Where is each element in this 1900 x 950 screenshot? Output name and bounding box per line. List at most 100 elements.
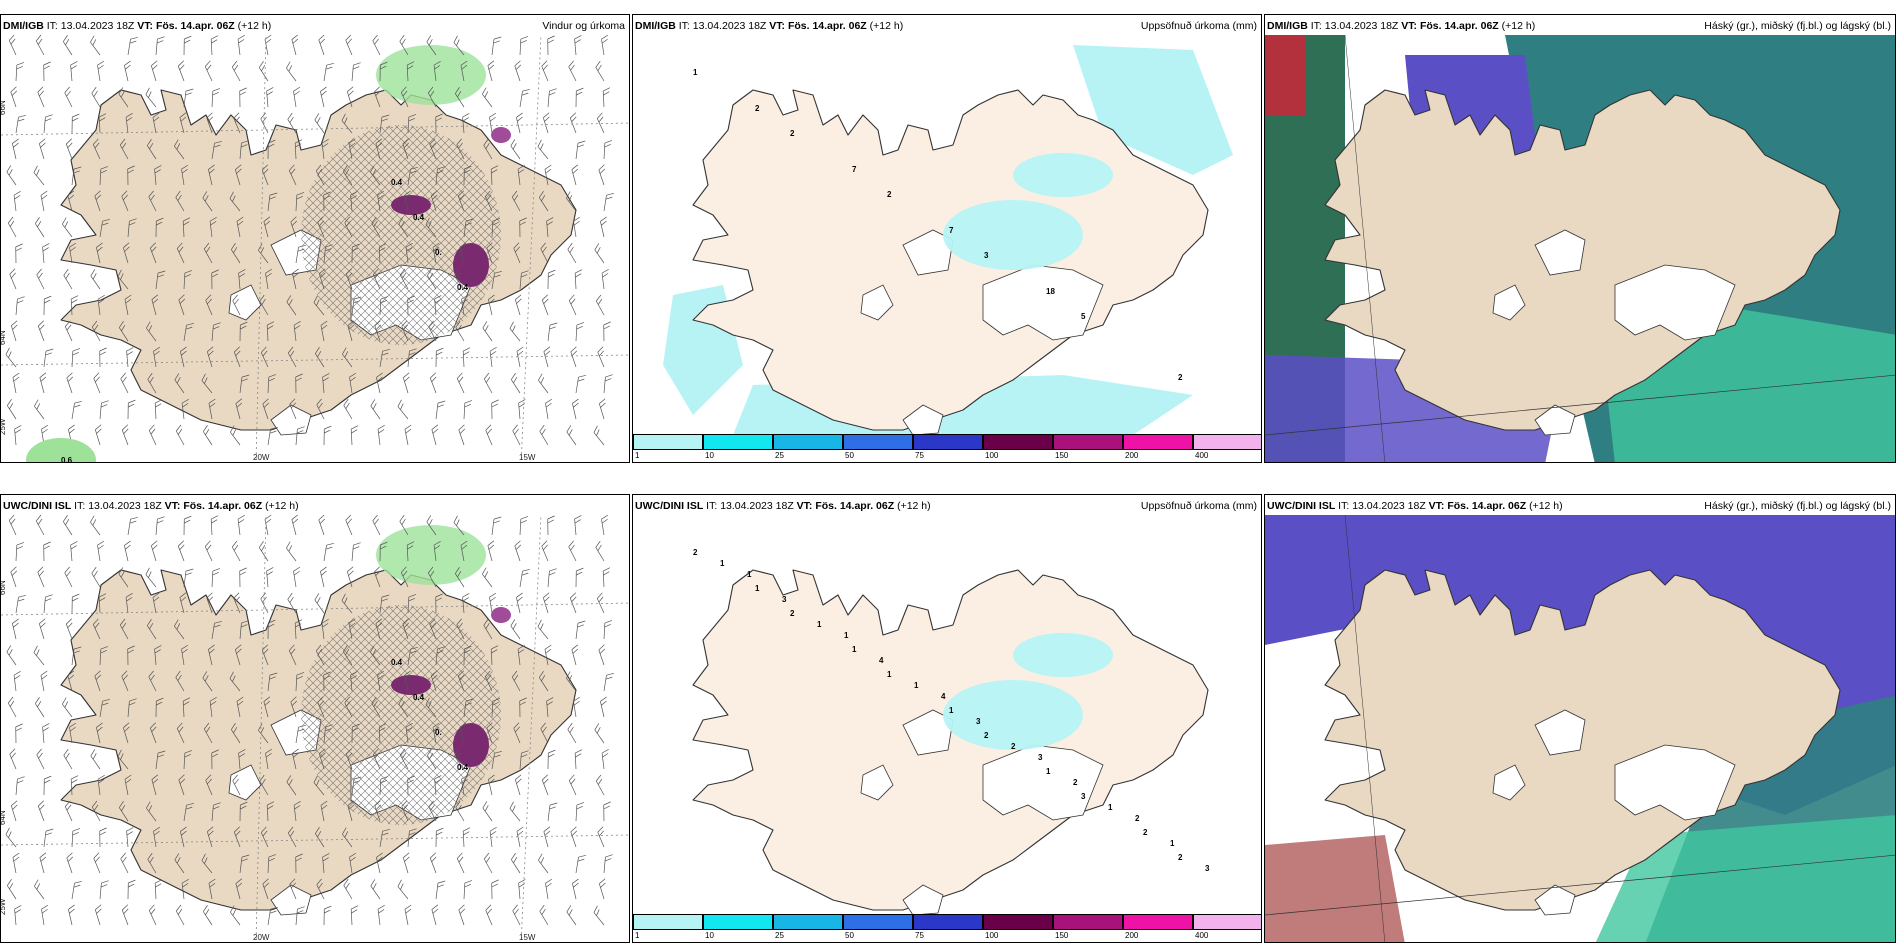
wind-barb-icon	[36, 268, 45, 290]
lead-time: (+12 h)	[897, 500, 931, 512]
vt-label: VT:	[796, 500, 813, 512]
wind-barb-icon	[97, 294, 105, 316]
wind-barb-icon	[598, 644, 606, 666]
wind-barb-icon	[71, 593, 80, 614]
wind-barb-icon	[595, 294, 605, 316]
wind-barb-icon	[538, 671, 549, 692]
panel-header: UWC/DINI ISL IT: 13.04.2023 18Z VT: Fös.…	[3, 499, 625, 513]
wind-barb-icon	[314, 347, 325, 368]
wind-barb-icon	[179, 112, 187, 134]
valid-time: Fös. 14.apr. 06Z	[815, 500, 895, 512]
wind-barb-icon	[120, 852, 129, 874]
wind-barb-icon	[426, 515, 437, 536]
panel-accum-precip-dmi: DMI/IGB IT: 13.04.2023 18Z VT: Fös. 14.a…	[632, 14, 1262, 463]
panel-header: DMI/IGB IT: 13.04.2023 18Z VT: Fös. 14.a…	[635, 19, 1257, 33]
wind-barb-icon	[458, 904, 466, 926]
wind-barb-icon	[262, 398, 270, 420]
wind-barb-icon	[93, 852, 101, 874]
wind-barb-icon	[566, 671, 577, 692]
wind-barb-icon	[601, 268, 609, 290]
wind-barb-icon	[266, 567, 274, 588]
wind-barb-icon	[372, 35, 381, 56]
wind-barb-icon	[509, 321, 521, 342]
wind-barb-icon	[491, 698, 501, 718]
wind-barb-icon	[118, 87, 129, 108]
wind-barb-icon	[377, 670, 385, 692]
wind-barb-icon	[491, 36, 502, 56]
wind-barb-icon	[568, 294, 577, 316]
axis-label: 15W	[519, 933, 536, 942]
precip-contour-label: 3	[1081, 792, 1086, 801]
wind-barb-icon	[99, 827, 107, 848]
wind-barb-icon	[566, 425, 577, 446]
wind-barb-icon	[267, 426, 278, 446]
wind-barb-icon	[202, 425, 213, 446]
wind-barb-icon	[404, 904, 412, 926]
wind-barb-icon	[517, 164, 525, 186]
wind-barb-icon	[148, 190, 157, 212]
precip-area	[943, 680, 1083, 750]
wind-barb-icon	[66, 852, 74, 874]
wind-barb-icon	[455, 800, 465, 822]
wind-barb-icon	[267, 192, 278, 212]
panel-header: DMI/IGB IT: 13.04.2023 18Z VT: Fös. 14.a…	[1267, 19, 1891, 33]
wind-barb-icon	[232, 294, 241, 316]
map-clouds	[1265, 515, 1895, 942]
wind-barb-icon	[595, 774, 605, 796]
precip-contour-label: 1	[720, 559, 725, 568]
colorbar: 1 10 25 50 75 100 150 200 400	[633, 914, 1261, 942]
iceland-landmass	[1324, 569, 1841, 911]
wind-barb-icon	[574, 749, 583, 770]
colorbar-tick-label: 200	[1125, 931, 1139, 940]
wind-barb-icon	[344, 696, 353, 718]
wind-barb-icon	[293, 800, 301, 822]
wind-barb-icon	[154, 165, 162, 186]
wind-barb-icon	[150, 540, 158, 562]
wind-barb-icon	[64, 800, 73, 822]
wind-barb-icon	[377, 904, 385, 926]
wind-barb-icon	[151, 294, 159, 316]
wind-barb-icon	[7, 216, 17, 238]
wind-barb-icon	[428, 800, 437, 822]
colorbar-tick-label: 150	[1055, 931, 1069, 940]
wind-barb-icon	[267, 854, 277, 874]
wind-barb-icon	[321, 138, 329, 160]
precip-contour-label: 0.4	[413, 693, 425, 702]
wind-barb-icon	[294, 619, 303, 640]
latitude-line	[1, 602, 629, 616]
wind-barb-icon	[230, 243, 241, 264]
wind-barb-icon	[99, 347, 107, 368]
wind-barb-icon	[293, 320, 301, 342]
colorbar-tick-label: 50	[845, 451, 854, 460]
wind-barb-icon	[208, 164, 215, 186]
wind-barb-icon	[211, 140, 222, 160]
wind-barb-icon	[125, 592, 133, 614]
wind-barb-icon	[259, 774, 269, 796]
wind-barb-icon	[147, 852, 157, 874]
valid-time: Fös. 14.apr. 06Z	[1419, 20, 1499, 32]
wind-barb-icon	[519, 88, 530, 108]
wind-barb-icon	[154, 879, 163, 900]
wind-barb-icon	[33, 645, 45, 666]
wind-barb-icon	[342, 645, 353, 666]
wind-barb-icon	[462, 113, 470, 134]
wind-barb-icon	[342, 347, 353, 368]
colorbar-tick-label: 200	[1125, 451, 1139, 460]
glacier	[902, 884, 944, 915]
precip-purple-area	[391, 675, 431, 695]
wind-barb-icon	[14, 425, 22, 446]
wind-barb-icon	[349, 372, 357, 394]
wind-barb-icon	[398, 217, 409, 238]
wind-barb-icon	[124, 540, 131, 562]
glacier	[902, 229, 954, 276]
wind-barb-icon	[456, 138, 465, 160]
wind-barb-icon	[425, 217, 437, 238]
wind-barb-icon	[181, 878, 189, 900]
wind-barb-icon	[154, 399, 163, 420]
wind-barb-icon	[455, 320, 465, 342]
wind-barb-icon	[209, 216, 217, 238]
wind-barb-icon	[350, 905, 359, 926]
wind-barb-icon	[233, 346, 241, 368]
wind-barb-icon	[404, 424, 412, 446]
wind-barb-icon	[341, 593, 353, 614]
